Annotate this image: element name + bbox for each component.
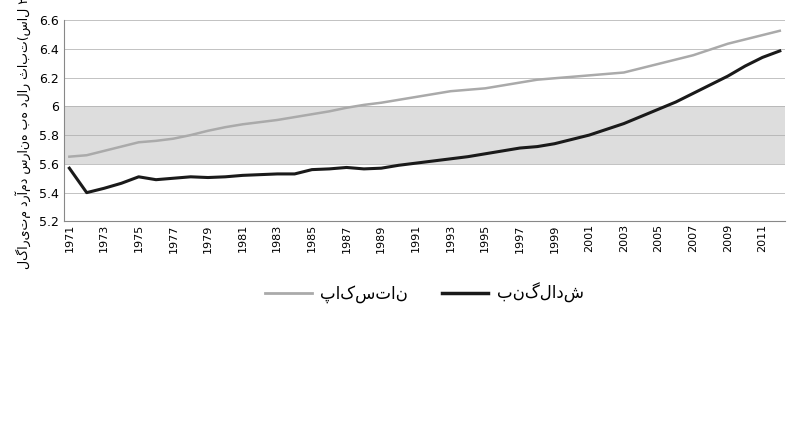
Y-axis label: لگاریتم درآمد سرانه به دلار ثابت(سال ۲۰۰۰): لگاریتم درآمد سرانه به دلار ثابت(سال ۲۰۰…	[15, 0, 31, 269]
Legend: پاکستان, بنگلادش: پاکستان, بنگلادش	[259, 276, 590, 310]
Bar	[64, 106, 785, 164]
